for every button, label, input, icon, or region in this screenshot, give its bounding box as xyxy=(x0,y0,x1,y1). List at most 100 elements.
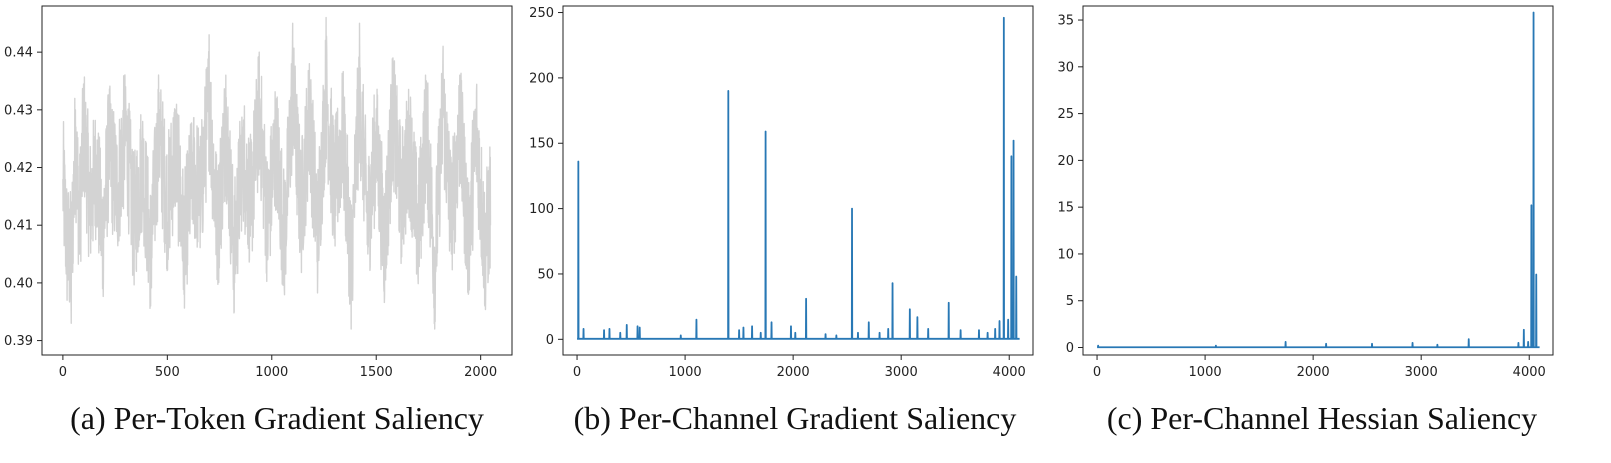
chart-c-x-tick-label: 3000 xyxy=(1405,365,1438,380)
chart-c-spike-point xyxy=(1215,345,1217,347)
chart-c-spike-point xyxy=(1530,204,1532,206)
chart-c-spike-point xyxy=(1517,342,1520,344)
chart-b-x-tick-label: 3000 xyxy=(885,365,918,380)
chart-b-spike-point xyxy=(909,308,911,310)
chart-c-spike-point xyxy=(1527,341,1529,343)
chart-a-y-tick-label: 0.41 xyxy=(4,219,33,234)
chart-b-spike-point xyxy=(794,332,796,334)
chart-c-spike-point xyxy=(1284,341,1287,343)
chart-a-y-tick-label: 0.39 xyxy=(4,334,33,349)
chart-b-spike-point xyxy=(619,332,621,334)
chart-b-spike-point xyxy=(680,334,682,336)
chart-c-frame xyxy=(1082,5,1554,356)
chart-c-y-tick-label: 15 xyxy=(1057,201,1074,216)
chart-b-spike-point xyxy=(868,321,870,323)
chart-b-spike-point xyxy=(891,282,894,284)
chart-a-x-tick-label: 0 xyxy=(59,365,67,380)
chart-c-x-tick-label: 4000 xyxy=(1513,365,1546,380)
chart-b-x-tick-label: 4000 xyxy=(993,365,1026,380)
chart-b-series-line xyxy=(577,16,1020,340)
chart-b-spike-point xyxy=(978,329,980,331)
chart-b-spike-point xyxy=(1015,275,1017,278)
chart-c-spike-point xyxy=(1468,338,1470,340)
chart-c-spike-point xyxy=(1097,345,1099,347)
chart-b-spike-point xyxy=(1007,319,1009,321)
chart-b-spike-point xyxy=(727,90,729,92)
chart-b-spike-point xyxy=(948,302,950,304)
chart-c-spike-point xyxy=(1532,11,1535,14)
caption-b: (b) Per-Channel Gradient Saliency xyxy=(573,400,1017,436)
chart-c-y-tick-label: 5 xyxy=(1066,294,1074,309)
caption-a: (a) Per-Token Gradient Saliency xyxy=(70,400,484,436)
chart-c-y-tick-label: 20 xyxy=(1057,154,1074,169)
chart-b-spike-point xyxy=(887,328,889,330)
chart-b-spike-point xyxy=(751,325,753,327)
chart-c-spike-point xyxy=(1436,344,1438,346)
chart-c-y-tick-label: 0 xyxy=(1066,341,1074,356)
chart-c-series-line xyxy=(1097,11,1540,349)
chart-a-x-tick-label: 500 xyxy=(155,365,180,380)
chart-b-spike-point xyxy=(987,332,989,334)
chart-a-x-tick-label: 1500 xyxy=(360,365,393,380)
chart-b-spike-point xyxy=(805,298,807,300)
chart-c-y-tick-label: 30 xyxy=(1057,60,1074,75)
chart-c-spike-point xyxy=(1411,342,1414,344)
chart-a-y-tick-label: 0.40 xyxy=(4,276,33,291)
chart-b-spike-point xyxy=(960,329,962,331)
chart-b-x-tick-label: 1000 xyxy=(669,365,702,380)
chart-b-spike-point xyxy=(994,328,996,330)
chart-b-spike-point xyxy=(639,326,641,329)
chart-c-x-tick-label: 2000 xyxy=(1297,365,1330,380)
chart-b-spike-point xyxy=(603,329,605,331)
chart-b-x-tick-label: 2000 xyxy=(777,365,810,380)
chart-b-y-tick-label: 50 xyxy=(537,267,554,282)
chart-b-spike-point xyxy=(851,208,853,210)
chart-c-y-tick-label: 25 xyxy=(1057,107,1074,122)
chart-b-y-tick-label: 250 xyxy=(529,6,554,21)
chart-b-spike-point xyxy=(878,332,881,334)
chart-b-spike-point xyxy=(695,319,698,321)
caption-c: (c) Per-Channel Hessian Saliency xyxy=(1106,400,1538,436)
chart-c-y-tick-label: 35 xyxy=(1057,14,1074,29)
chart-b-x-tick-label: 0 xyxy=(573,365,581,380)
chart-b-spike-point xyxy=(927,328,929,330)
chart-c-spike-point xyxy=(1535,273,1537,276)
chart-a-series-line xyxy=(62,16,492,330)
chart-c-x-tick-label: 0 xyxy=(1093,365,1101,380)
chart-a-frame xyxy=(41,5,513,356)
chart-b-spike-point xyxy=(738,329,740,331)
chart-b-spike-point xyxy=(577,160,579,163)
chart-b-spike-point xyxy=(608,328,611,330)
chart-b-y-tick-label: 100 xyxy=(529,202,554,217)
chart-b-spike-point xyxy=(582,328,585,330)
chart-b-spike-point xyxy=(1010,155,1012,157)
chart-a-x-tick-label: 2000 xyxy=(464,365,497,380)
chart-b-spike-point xyxy=(636,325,639,327)
chart-c-spike-point xyxy=(1523,329,1525,331)
chart-b-spike-point xyxy=(764,130,767,133)
chart-c-x-tick-label: 1000 xyxy=(1189,365,1222,380)
chart-b-spike-point xyxy=(835,334,837,336)
chart-a-y-tick-label: 0.43 xyxy=(4,103,33,118)
chart-b-y-tick-label: 200 xyxy=(529,71,554,86)
chart-b-frame xyxy=(562,5,1034,356)
chart-a-x-tick-label: 1000 xyxy=(255,365,288,380)
chart-b-spike-point xyxy=(1003,17,1005,19)
chart-a-y-tick-label: 0.42 xyxy=(4,161,33,176)
chart-b-y-tick-label: 0 xyxy=(546,333,554,348)
chart-b-spike-point xyxy=(626,324,628,326)
chart-b-spike-point xyxy=(916,316,918,318)
chart-c-spike-point xyxy=(1371,343,1373,345)
chart-a-y-tick-label: 0.44 xyxy=(4,46,33,61)
chart-b-spike-point xyxy=(770,321,773,323)
chart-b-spike-point xyxy=(742,326,745,329)
chart-c-spike-point xyxy=(1325,343,1327,345)
chart-b-spike-point xyxy=(790,325,792,327)
chart-b-spike-point xyxy=(824,333,827,335)
chart-b-spike-point xyxy=(760,332,762,334)
chart-b-spike-point xyxy=(857,332,859,334)
chart-b-y-tick-label: 150 xyxy=(529,137,554,152)
chart-b-spike-point xyxy=(998,320,1001,322)
